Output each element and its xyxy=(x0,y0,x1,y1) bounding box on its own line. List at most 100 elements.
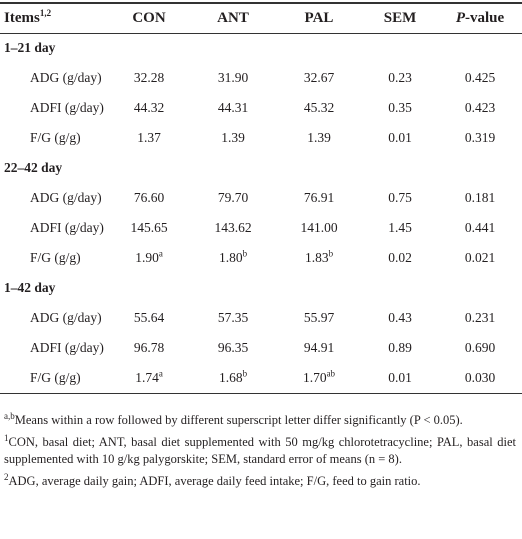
cell: 0.690 xyxy=(464,340,496,355)
cell: 0.181 xyxy=(464,190,496,205)
data-table: Items1,2 CON ANT PAL SEM P-value 1–21 day ADG… xyxy=(0,2,522,394)
cell: 0.231 xyxy=(464,310,496,325)
row-label: F/G (g/g) xyxy=(30,369,81,385)
cell: 0.89 xyxy=(388,340,412,355)
cell: 76.60 xyxy=(133,190,165,205)
footnotes: a,bMeans within a row followed by differ… xyxy=(4,410,516,495)
row-label: ADG (g/day) xyxy=(30,190,102,205)
section-title: 1–42 day xyxy=(4,280,56,295)
cell: 55.97 xyxy=(303,310,335,325)
header-cell: P-value xyxy=(438,3,522,33)
cell: 1.45 xyxy=(388,220,412,235)
cell: 79.70 xyxy=(217,190,249,205)
cell: 1.90a xyxy=(108,243,190,273)
cell: 1.37 xyxy=(137,130,161,145)
cell-value: 1.90 xyxy=(135,250,159,265)
cell: 57.35 xyxy=(217,310,249,325)
cell: 0.030 xyxy=(464,369,496,385)
footnote-text: CON, basal diet; ANT, basal diet supplem… xyxy=(4,435,516,466)
footnote: 2ADG, average daily gain; ADFI, average … xyxy=(4,471,516,490)
superscript: 1,2 xyxy=(39,7,52,18)
superscript: a xyxy=(158,248,163,259)
row-label: ADG (g/day) xyxy=(30,310,102,325)
cell: 143.62 xyxy=(214,220,252,235)
superscript: b xyxy=(242,248,248,259)
superscript: 2 xyxy=(4,471,9,482)
footnote-text: Means within a row followed by different… xyxy=(14,413,463,427)
data-row: F/G (g/g) 1.74a 1.68b 1.70ab 0.01 0.030 xyxy=(0,363,522,393)
table-body: 1–21 day ADG (g/day) 32.28 31.90 32.67 0.23 0.… xyxy=(0,33,522,393)
data-row: ADFI (g/day) 96.78 96.35 94.91 0.89 0.690 xyxy=(0,333,522,363)
row-label: ADG (g/day) xyxy=(30,70,102,85)
cell: 0.021 xyxy=(464,250,496,265)
cell: 0.423 xyxy=(464,100,496,115)
header-cell: SEM xyxy=(383,9,417,26)
footnote: 1CON, basal diet; ANT, basal diet supple… xyxy=(4,432,516,468)
cell: 1.74a xyxy=(108,363,190,393)
header-row: Items1,2 CON ANT PAL SEM P-value xyxy=(0,3,522,33)
superscript: b xyxy=(328,248,334,259)
cell: 0.43 xyxy=(388,310,412,325)
cell: 1.68b xyxy=(190,363,276,393)
cell: 1.39 xyxy=(221,130,245,145)
row-label: F/G (g/g) xyxy=(30,130,81,145)
cell: 0.75 xyxy=(388,190,412,205)
superscript: a xyxy=(158,368,163,379)
cell: 96.78 xyxy=(133,340,165,355)
cell: 0.01 xyxy=(388,130,412,145)
cell-value: 1.80 xyxy=(218,250,243,265)
cell-value: 1.74 xyxy=(135,369,159,385)
cell: 45.32 xyxy=(303,100,335,115)
section-title: 1–21 day xyxy=(4,40,56,56)
header-text: -value xyxy=(465,9,505,26)
data-row: ADG (g/day) 32.28 31.90 32.67 0.23 0.425 xyxy=(0,63,522,93)
cell: 55.64 xyxy=(133,310,165,325)
cell: 0.23 xyxy=(388,70,412,85)
data-row: F/G (g/g) 1.90a 1.80b 1.83b 0.02 0.021 xyxy=(0,243,522,273)
cell: 32.28 xyxy=(133,70,165,85)
cell: 0.02 xyxy=(388,250,412,265)
header-cell: Items1,2 xyxy=(0,3,108,33)
cell: 141.00 xyxy=(300,220,338,235)
header-cell: CON xyxy=(132,9,166,26)
data-row: ADG (g/day) 76.60 79.70 76.91 0.75 0.181 xyxy=(0,183,522,213)
cell: 76.91 xyxy=(303,190,335,205)
cell: 0.35 xyxy=(388,100,412,115)
section-row: 22–42 day xyxy=(0,153,522,183)
cell-value: 1.68 xyxy=(218,369,243,385)
section-row: 1–21 day xyxy=(0,33,522,63)
cell: 32.67 xyxy=(303,70,335,85)
section-title: 22–42 day xyxy=(4,160,63,175)
cell: 0.01 xyxy=(388,369,412,385)
cell: 145.65 xyxy=(130,220,168,235)
cell: 96.35 xyxy=(217,340,249,355)
footnote: a,bMeans within a row followed by differ… xyxy=(4,410,516,429)
data-row: ADG (g/day) 55.64 57.35 55.97 0.43 0.231 xyxy=(0,303,522,333)
superscript: a,b xyxy=(4,410,15,421)
section-row: 1–42 day xyxy=(0,273,522,303)
cell: 44.31 xyxy=(217,100,249,115)
header-cell: ANT xyxy=(217,9,249,26)
cell: 1.83b xyxy=(276,243,362,273)
cell: 1.80b xyxy=(190,243,276,273)
data-row: F/G (g/g) 1.37 1.39 1.39 0.01 0.319 xyxy=(0,123,522,153)
row-label: ADFI (g/day) xyxy=(30,100,104,115)
row-label: F/G (g/g) xyxy=(30,250,81,265)
superscript: 1 xyxy=(4,432,9,443)
footnote-text: ADG, average daily gain; ADFI, average d… xyxy=(8,474,421,488)
cell: 0.441 xyxy=(464,220,496,235)
row-label: ADFI (g/day) xyxy=(30,220,104,235)
cell: 0.425 xyxy=(464,70,496,85)
cell: 0.319 xyxy=(464,130,496,145)
row-label: ADFI (g/day) xyxy=(30,340,104,355)
superscript: ab xyxy=(326,368,336,379)
superscript: b xyxy=(242,368,248,379)
cell: 44.32 xyxy=(133,100,165,115)
header-cell: PAL xyxy=(304,9,334,26)
header-text: Items xyxy=(4,9,40,26)
cell-value: 1.83 xyxy=(304,250,329,265)
header-text: P xyxy=(455,9,465,26)
cell: 94.91 xyxy=(303,340,335,355)
cell: 1.39 xyxy=(307,130,331,145)
